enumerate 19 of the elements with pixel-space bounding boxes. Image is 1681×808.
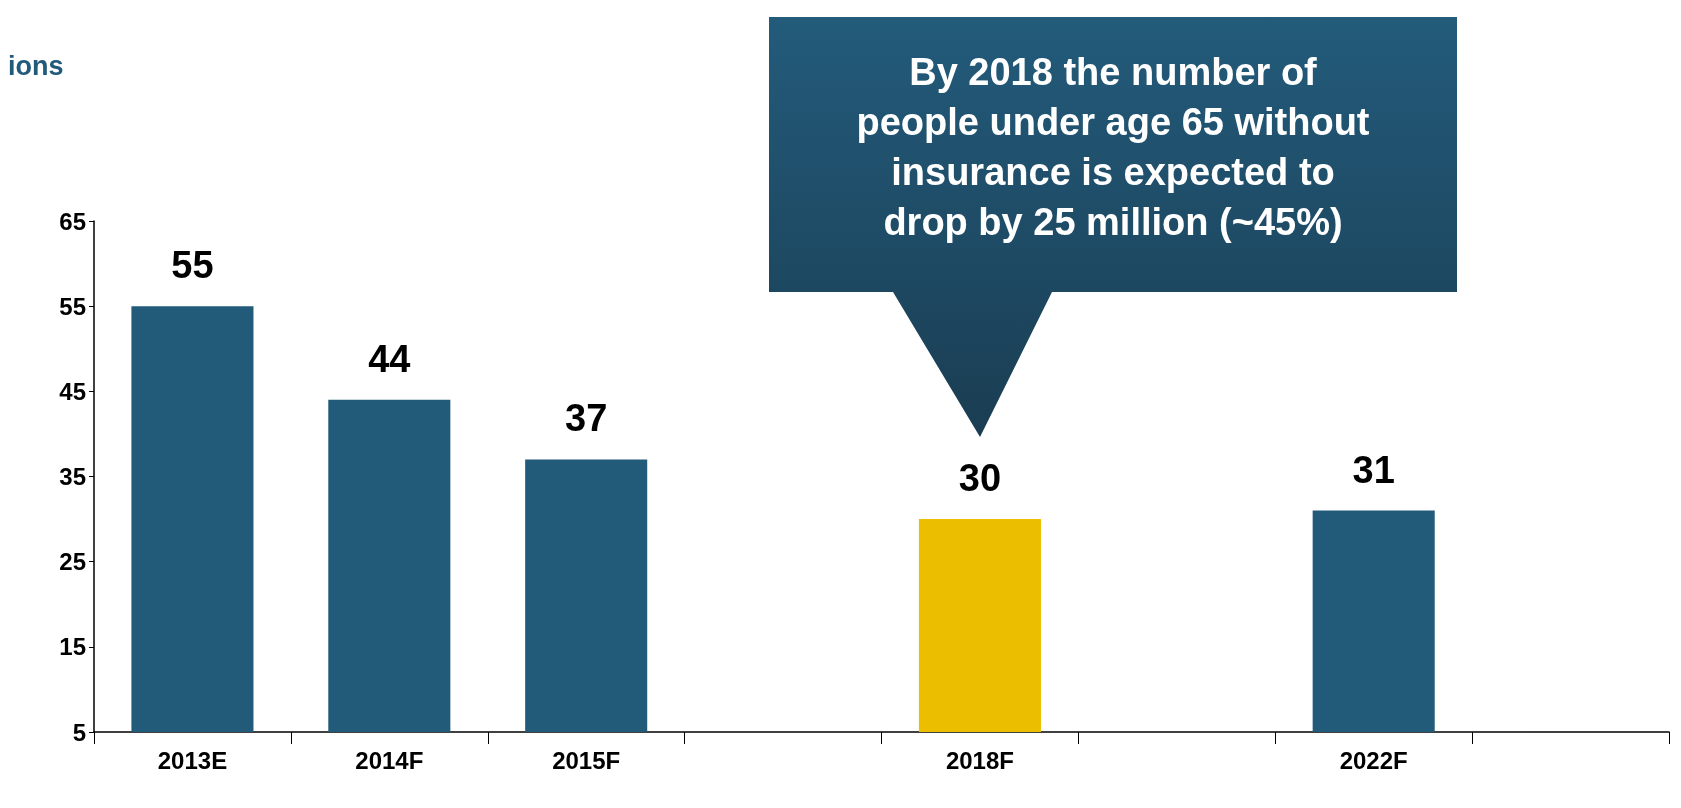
data-label: 31	[1352, 448, 1395, 491]
data-label: 44	[368, 337, 411, 380]
y-tick-label: 5	[72, 718, 86, 746]
x-tick-label: 2013E	[157, 746, 228, 774]
y-tick-label: 55	[59, 292, 86, 320]
x-tick-label: 2014F	[355, 746, 424, 774]
x-tick-label: 2015F	[552, 746, 621, 774]
y-tick-label: 15	[59, 633, 86, 661]
data-label: 55	[171, 244, 214, 287]
y-axis-title: ions	[8, 50, 64, 81]
x-tick-label: 2018F	[945, 746, 1014, 774]
data-label: 37	[565, 397, 608, 440]
x-tick-label: 2022F	[1339, 746, 1408, 774]
annotation: By 2018 the number of people under age 65 without insurance is expected to drop by 25 million (~45%)	[856, 51, 1370, 243]
y-tick-label: 65	[59, 207, 86, 235]
y-tick-label: 25	[59, 548, 86, 576]
data-label: 30	[958, 457, 1002, 500]
y-tick-label: 35	[59, 463, 86, 490]
y-tick-label: 45	[59, 377, 86, 405]
